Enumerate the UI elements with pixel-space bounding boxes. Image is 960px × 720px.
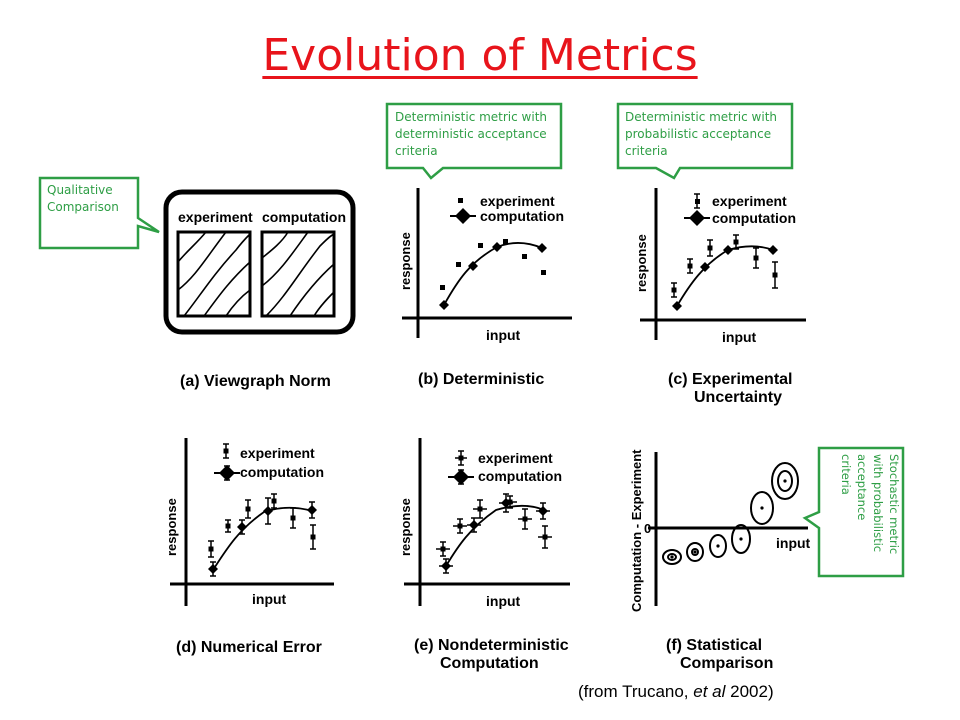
citation-pre: (from Trucano, <box>578 682 694 701</box>
panel-d-numerical-error: experiment computation response input (d… <box>164 438 334 656</box>
panel-e-caption-1: (e) Nondeterministic <box>414 637 569 654</box>
computation-contour-box <box>260 230 336 318</box>
panel-c-ylabel: response <box>634 234 649 292</box>
panel-b-deterministic: experiment computation response input (b… <box>398 188 572 388</box>
panel-e-caption-2: Computation <box>440 655 539 672</box>
callout-stochastic-frame <box>802 446 905 578</box>
callout-qualitative-text: Qualitative Comparison <box>47 183 119 214</box>
panel-f-uncertainty-ellipses <box>662 462 799 565</box>
panel-c-experimental-uncertainty: experiment computation response input (c… <box>634 188 806 406</box>
panel-a-label-experiment: experiment <box>178 209 253 225</box>
callout-probabilistic: Deterministic metric with probabilistic … <box>616 102 796 187</box>
panel-d-legend-experiment: experiment <box>240 445 315 461</box>
callout-probabilistic-frame <box>616 102 794 180</box>
panel-e-legend-experiment: experiment <box>478 450 553 466</box>
callout-probabilistic-text: Deterministic metric with probabilistic … <box>625 110 778 158</box>
callout-deterministic-frame <box>385 102 563 180</box>
panel-f-zero-label: 0 <box>644 521 651 536</box>
panel-f-ylabel: Computation - Experiment <box>629 449 644 612</box>
callout-stochastic: Stochastic metric with probabilistic acc… <box>802 446 906 583</box>
panel-b-caption: (b) Deterministic <box>418 371 544 388</box>
panel-e-legend-computation: computation <box>478 468 562 484</box>
callout-qualitative-frame <box>38 176 160 250</box>
panel-a-label-computation: computation <box>262 209 346 225</box>
panel-c-legend-computation: computation <box>712 210 796 226</box>
panel-f-caption-2: Comparison <box>680 655 773 672</box>
experiment-contour-box <box>176 230 252 318</box>
citation-italic: et al <box>693 682 726 701</box>
panel-f-statistical-comparison: Computation - Experiment 0 input (f) Sta… <box>629 449 811 672</box>
panel-d-legend-computation: computation <box>240 464 324 480</box>
panel-f-caption-1: (f) Statistical <box>666 637 762 654</box>
panel-d-xlabel: input <box>252 591 287 607</box>
panel-c-caption-1: (c) Experimental <box>668 371 792 388</box>
panel-c-legend-experiment: experiment <box>712 193 787 209</box>
panel-b-legend-computation: computation <box>480 208 564 224</box>
panel-b-ylabel: response <box>398 232 413 290</box>
page-title: Evolution of Metrics <box>262 30 698 81</box>
panel-e-nondeterministic: experiment computation response input (e… <box>398 438 570 672</box>
callout-deterministic-text: Deterministic metric with deterministic … <box>395 110 548 158</box>
panel-e-xlabel: input <box>486 593 521 609</box>
panel-d-ylabel: response <box>164 498 179 556</box>
callout-qualitative: Qualitative Comparison <box>38 176 162 257</box>
panel-b-computation-points <box>439 242 547 310</box>
panel-c-xlabel: input <box>722 329 757 345</box>
panel-b-xlabel: input <box>486 327 521 343</box>
panel-a-caption: (a) Viewgraph Norm <box>180 373 331 390</box>
panel-c-caption-2: Uncertainty <box>694 389 782 406</box>
panel-d-caption: (d) Numerical Error <box>176 639 322 656</box>
panel-b-experiment-points <box>440 239 546 290</box>
panel-e-ylabel: response <box>398 498 413 556</box>
callout-deterministic: Deterministic metric with deterministic … <box>385 102 563 187</box>
citation-post: 2002) <box>725 682 774 701</box>
citation: (from Trucano, et al 2002) <box>578 682 774 702</box>
panel-f-xlabel: input <box>776 535 811 551</box>
panel-b-legend-experiment: experiment <box>480 193 555 209</box>
panel-a-viewgraph: experiment computation (a) Viewgraph Nor… <box>163 189 356 390</box>
